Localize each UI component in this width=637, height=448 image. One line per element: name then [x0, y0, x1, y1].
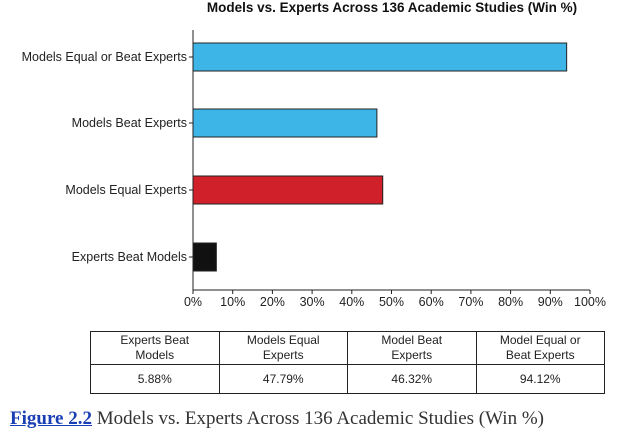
header-line: Models Equal: [246, 333, 320, 347]
x-tick-label: 80%: [498, 295, 523, 309]
chart-plot-area: Models Equal or Beat Experts Models Beat …: [22, 30, 606, 309]
header-line: Beat Experts: [505, 348, 575, 362]
header-line: Experts: [262, 348, 304, 362]
bar: [192, 242, 217, 272]
bar: [192, 42, 568, 72]
x-tick-label: 50%: [379, 295, 404, 309]
table-header-model-equal-or-beat-experts: Model Equal or Beat Experts: [475, 331, 605, 365]
category-label: Models Beat Experts: [72, 116, 187, 130]
x-tick-label: 100%: [574, 295, 606, 309]
table-cell-models-equal-experts: 47.79%: [218, 364, 348, 394]
x-tick-label: 20%: [260, 295, 285, 309]
x-tick-label: 30%: [300, 295, 325, 309]
bar: [192, 108, 378, 138]
bar-chart: Models vs. Experts Across 136 Academic S…: [22, 0, 606, 309]
table-cell-experts-beat-models: 5.88%: [90, 364, 220, 394]
table-row: 5.88% 47.79% 46.32% 94.12%: [90, 364, 605, 394]
category-label: Models Equal Experts: [65, 183, 187, 197]
x-tick-label: 60%: [419, 295, 444, 309]
table-cell-model-beat-experts: 46.32%: [347, 364, 477, 394]
figure-label-link[interactable]: Figure 2.2: [10, 408, 92, 429]
table-header-experts-beat-models: Experts Beat Models: [90, 331, 220, 365]
x-tick-label: 10%: [220, 295, 245, 309]
x-tick-label: 0%: [184, 295, 202, 309]
figure-caption-text: Models vs. Experts Across 136 Academic S…: [96, 408, 544, 429]
table-header-models-equal-experts: Models Equal Experts: [218, 331, 348, 365]
table-cell-model-equal-or-beat-experts: 94.12%: [475, 364, 605, 394]
table-header-model-beat-experts: Model Beat Experts: [347, 331, 477, 365]
category-label: Experts Beat Models: [72, 250, 187, 264]
figure-caption: Figure 2.2 Models vs. Experts Across 136…: [10, 408, 544, 430]
header-line: Experts: [391, 348, 433, 362]
table-header-row: Experts Beat Models Models Equal Experts…: [90, 331, 605, 365]
header-line: Model Equal or: [499, 333, 581, 347]
x-tick-label: 40%: [339, 295, 364, 309]
category-label: Models Equal or Beat Experts: [22, 50, 187, 64]
header-line: Models: [135, 348, 175, 362]
x-tick-label: 70%: [458, 295, 483, 309]
bar: [192, 175, 384, 205]
x-tick-label: 90%: [538, 295, 563, 309]
header-line: Model Beat: [381, 333, 443, 347]
header-line: Experts Beat: [120, 333, 190, 347]
chart-title: Models vs. Experts Across 136 Academic S…: [207, 0, 577, 15]
summary-table: Experts Beat Models Models Equal Experts…: [90, 331, 605, 394]
